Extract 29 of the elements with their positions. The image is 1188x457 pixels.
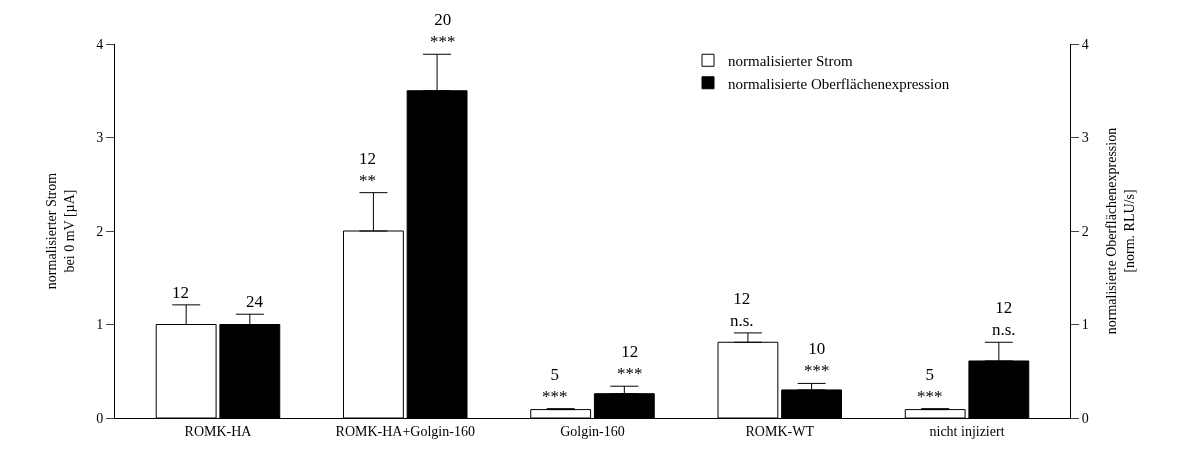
annotation: 5 *** [542, 365, 568, 407]
y-tick-label: 2 [96, 223, 104, 239]
y-axis-title: normalisierter Strom bei 0 mV [µA] [43, 172, 77, 290]
x-tick-label: nicht injiziert [929, 423, 1005, 439]
x-tick-label: Golgin-160 [560, 423, 625, 439]
annotation: 20 *** [430, 10, 456, 52]
y2-tick-label: 3 [1081, 130, 1089, 146]
annotation: 12 *** [617, 342, 643, 384]
x-tick-label: ROMK-WT [745, 423, 815, 439]
y2-tick-label: 1 [1081, 317, 1089, 333]
y2-tick-label: 2 [1081, 223, 1089, 239]
annotation: 12 [172, 283, 189, 302]
x-tick-label: ROMK-HA [184, 423, 253, 439]
annotation: 12 n.s. [730, 289, 754, 331]
annotation: 5 *** [917, 365, 943, 407]
legend-label: normalisierte Oberflächenexpression [728, 75, 950, 92]
y-tick-label: 0 [96, 410, 104, 426]
annotation: 10 *** [804, 339, 830, 381]
y-tick-label: 1 [96, 317, 104, 333]
y-tick-label: 4 [96, 36, 104, 52]
annotation: 12 ** [359, 149, 376, 191]
y-tick-label: 3 [96, 130, 104, 146]
annotation: 24 [246, 292, 264, 311]
annotation: 12 n.s. [992, 298, 1016, 340]
legend-label: normalisierter Strom [728, 53, 853, 70]
x-tick-label: ROMK-HA+Golgin-160 [335, 423, 475, 439]
y2-tick-label: 0 [1081, 410, 1089, 426]
y2-tick-label: 4 [1081, 36, 1089, 52]
y2-axis-title: normalisierte Oberflächenexpression [norm. RLU/s] [1104, 127, 1138, 335]
